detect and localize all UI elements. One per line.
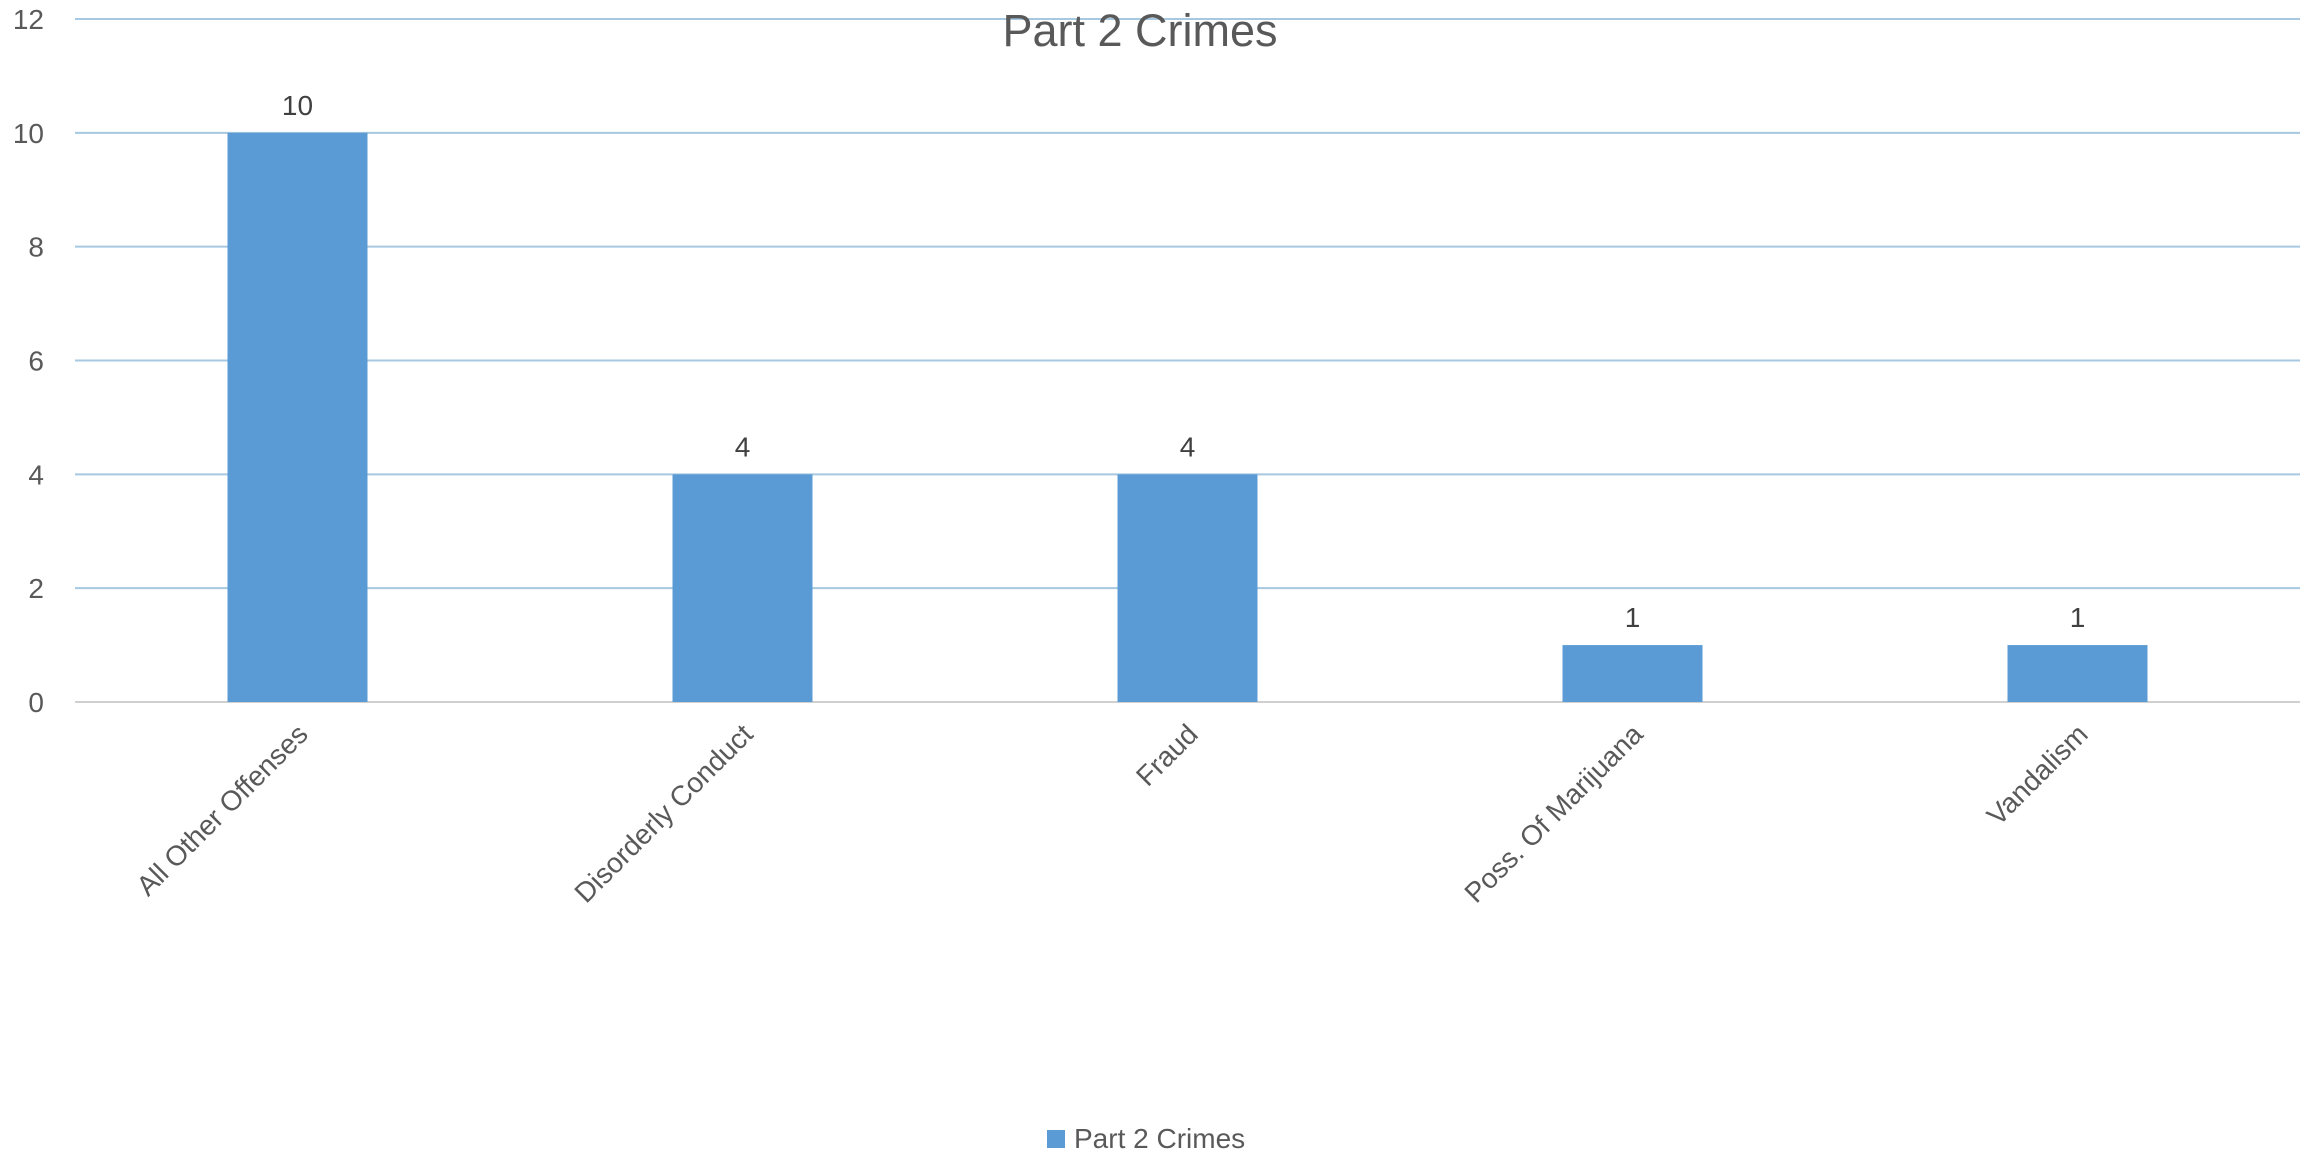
x-tick-label: Poss. Of Marijuana bbox=[1458, 718, 1649, 909]
y-axis-tick-labels: 0 2 4 6 8 10 12 bbox=[13, 4, 44, 718]
x-tick-label: Vandalism bbox=[1981, 718, 2094, 831]
y-tick-label: 8 bbox=[28, 232, 44, 263]
y-tick-label: 4 bbox=[28, 459, 44, 490]
data-label: 1 bbox=[2070, 602, 2086, 633]
data-label: 4 bbox=[1180, 431, 1196, 462]
chart-title: Part 2 Crimes bbox=[1002, 5, 1277, 56]
bar[interactable] bbox=[672, 474, 813, 702]
x-axis-category-labels: All Other Offenses Disorderly Conduct Frau… bbox=[130, 718, 2093, 909]
x-tick-label: Fraud bbox=[1130, 718, 1204, 792]
y-tick-label: 10 bbox=[13, 118, 44, 149]
y-tick-label: 0 bbox=[28, 687, 44, 718]
bars bbox=[227, 132, 2148, 703]
data-label: 10 bbox=[282, 90, 313, 121]
legend-swatch bbox=[1047, 1130, 1065, 1148]
data-label: 1 bbox=[1625, 602, 1641, 633]
bar[interactable] bbox=[1117, 474, 1258, 702]
y-tick-label: 6 bbox=[28, 346, 44, 377]
legend[interactable]: Part 2 Crimes bbox=[1047, 1123, 1245, 1154]
y-tick-label: 12 bbox=[13, 4, 44, 35]
data-labels: 10 4 4 1 1 bbox=[282, 90, 2085, 633]
bar[interactable] bbox=[227, 132, 368, 703]
legend-label: Part 2 Crimes bbox=[1074, 1123, 1245, 1154]
y-tick-label: 2 bbox=[28, 573, 44, 604]
bar[interactable] bbox=[1562, 645, 1703, 702]
bar[interactable] bbox=[2007, 645, 2148, 702]
x-tick-label: All Other Offenses bbox=[130, 718, 313, 901]
x-tick-label: Disorderly Conduct bbox=[568, 718, 758, 908]
data-label: 4 bbox=[735, 431, 751, 462]
